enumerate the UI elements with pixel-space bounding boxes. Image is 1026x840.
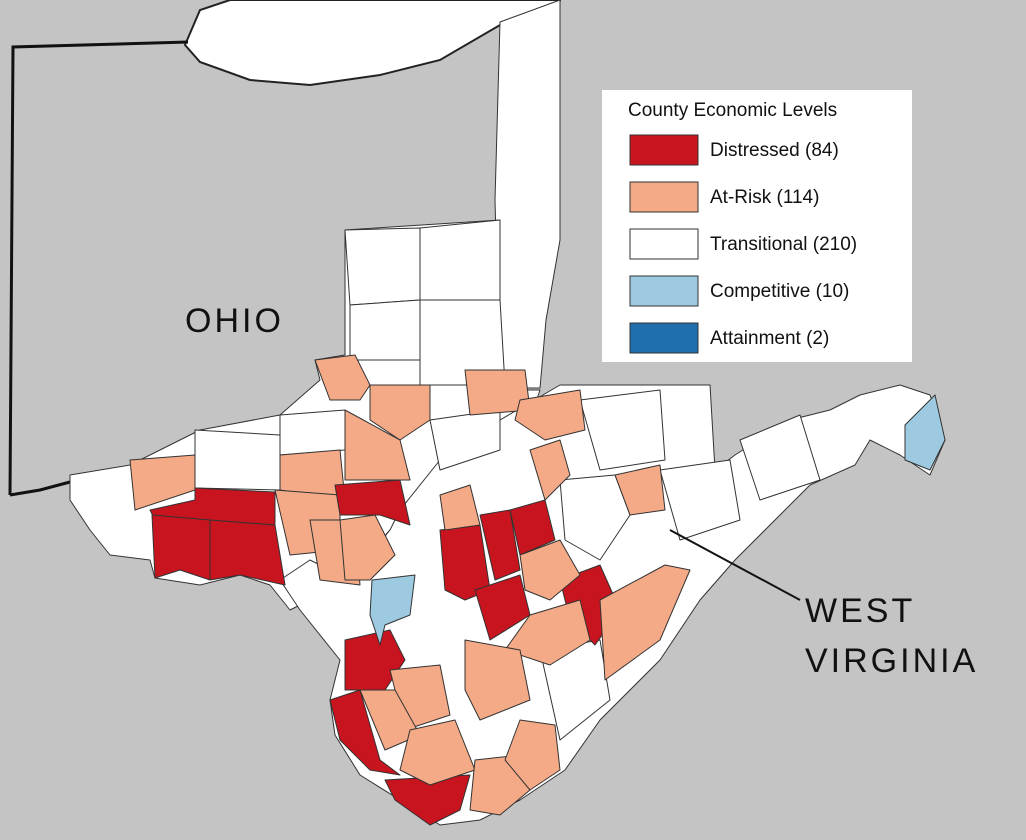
counties [69, 0, 946, 826]
state-label: OHIO [185, 302, 284, 340]
county [504, 719, 561, 791]
legend-label: Attainment (2) [710, 328, 829, 349]
county [529, 439, 571, 501]
county [504, 599, 591, 666]
legend-swatch [629, 275, 699, 307]
legend-swatch [629, 228, 699, 260]
legend-swatch [629, 181, 699, 213]
county [344, 227, 421, 306]
county [151, 514, 211, 581]
legend-title: County Economic Levels [628, 100, 837, 121]
county [349, 299, 421, 361]
legend-swatch [629, 322, 699, 354]
county [369, 574, 416, 646]
lake-erie [183, 0, 562, 87]
county [399, 719, 476, 786]
county [599, 564, 691, 681]
county [209, 519, 286, 586]
county [739, 414, 821, 501]
county [659, 459, 741, 541]
county [514, 389, 586, 441]
leader-line [669, 529, 801, 601]
county [559, 474, 631, 561]
county [314, 354, 371, 401]
state-label: WEST [805, 592, 915, 630]
state-label: VIRGINIA [805, 642, 978, 680]
legend-label: Transitional (210) [710, 234, 857, 255]
county [194, 429, 281, 491]
county [464, 639, 531, 721]
legend-label: At-Risk (114) [710, 187, 819, 208]
legend-box [602, 90, 912, 362]
legend-swatch [629, 134, 699, 166]
county [339, 514, 396, 581]
county [279, 409, 346, 456]
county [614, 464, 666, 516]
legend: County Economic Levels Distressed (84) At… [602, 90, 912, 362]
county [579, 389, 666, 471]
county [439, 484, 481, 531]
ohio-border [8, 40, 189, 496]
legend-label: Competitive (10) [710, 281, 849, 302]
county [419, 219, 501, 301]
county [519, 539, 581, 601]
county [479, 509, 521, 581]
county [904, 394, 946, 471]
legend-label: Distressed (84) [710, 140, 839, 161]
county [344, 409, 411, 481]
county [369, 384, 431, 441]
ohio-border [9, 480, 71, 497]
county [334, 479, 411, 526]
county [509, 499, 556, 556]
